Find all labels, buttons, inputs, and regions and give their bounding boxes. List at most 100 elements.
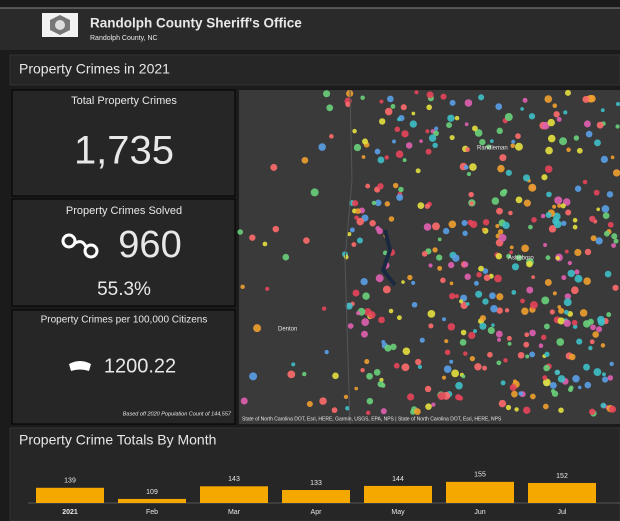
map-dot bbox=[511, 390, 518, 398]
map-dot bbox=[549, 309, 555, 315]
map-dot bbox=[596, 121, 604, 129]
map-dot bbox=[407, 393, 415, 401]
map-dot bbox=[464, 122, 469, 127]
map-dot bbox=[394, 126, 401, 133]
map-dot bbox=[538, 343, 544, 348]
map-dot bbox=[604, 270, 612, 278]
map-dot bbox=[476, 271, 482, 278]
map-dot bbox=[253, 324, 262, 333]
map-dot bbox=[606, 312, 612, 318]
map-dot bbox=[607, 221, 614, 228]
map-dot bbox=[505, 169, 512, 176]
map-dot bbox=[474, 363, 482, 371]
map-dot bbox=[384, 107, 393, 116]
map-dot bbox=[425, 148, 432, 155]
map-dot bbox=[557, 375, 566, 383]
map-dot bbox=[556, 338, 565, 346]
map-dot bbox=[613, 238, 619, 244]
map-dot bbox=[282, 253, 290, 261]
map-dot bbox=[473, 280, 479, 286]
map-dot bbox=[529, 329, 536, 337]
map-dot bbox=[490, 304, 498, 313]
map-dot bbox=[361, 330, 368, 338]
map-dot bbox=[616, 102, 620, 107]
map-dot bbox=[487, 351, 493, 358]
map-dot bbox=[448, 261, 455, 269]
map-dot bbox=[561, 220, 567, 226]
map-dot bbox=[433, 130, 439, 137]
map-dot bbox=[462, 261, 469, 268]
value-label: 143 bbox=[228, 476, 240, 483]
map-dot bbox=[442, 317, 447, 322]
map-dot bbox=[464, 273, 471, 280]
map-dot bbox=[574, 269, 580, 275]
tile bbox=[11, 309, 236, 425]
map-dot bbox=[497, 337, 502, 342]
map-dot bbox=[518, 391, 524, 396]
map-dot bbox=[455, 381, 463, 390]
map-dot bbox=[388, 216, 395, 222]
x-tick-label: 2021 bbox=[62, 509, 78, 516]
map-dots bbox=[237, 89, 620, 417]
map-dot bbox=[564, 293, 572, 300]
map-dot bbox=[482, 298, 489, 305]
map-dot bbox=[496, 307, 503, 314]
map-dot bbox=[515, 196, 523, 204]
map-dot bbox=[554, 369, 561, 376]
map-dot bbox=[287, 370, 296, 379]
map-dot bbox=[382, 250, 388, 256]
map-dot bbox=[511, 263, 520, 271]
county-line bbox=[344, 89, 353, 425]
value-label: 109 bbox=[146, 489, 158, 496]
bar bbox=[446, 481, 514, 503]
map-dot bbox=[392, 182, 399, 189]
map-dot bbox=[522, 97, 528, 103]
map-dot bbox=[541, 174, 548, 181]
map-dot bbox=[559, 137, 568, 146]
map-dot bbox=[610, 155, 615, 160]
map-dot bbox=[596, 207, 601, 212]
map-dot bbox=[262, 241, 268, 247]
map-dot bbox=[379, 118, 386, 125]
map-dot bbox=[502, 221, 510, 230]
map-dot bbox=[600, 343, 606, 348]
map-dot bbox=[413, 408, 421, 415]
map-dot bbox=[541, 334, 547, 341]
map-dot bbox=[594, 139, 601, 147]
map-dot bbox=[497, 164, 505, 173]
map-dot bbox=[530, 301, 538, 309]
map-dot bbox=[582, 179, 588, 185]
map-dot bbox=[458, 299, 464, 304]
map-dot bbox=[528, 183, 537, 192]
map-dot bbox=[542, 403, 549, 410]
map-dot bbox=[469, 355, 476, 362]
map-dot bbox=[428, 263, 433, 268]
map-dot bbox=[352, 289, 360, 297]
map-dot bbox=[447, 114, 455, 122]
tile-title: Property Crimes Solved bbox=[66, 205, 182, 217]
map-dot bbox=[514, 407, 519, 412]
map-dot bbox=[602, 376, 609, 383]
map-dot bbox=[354, 215, 359, 220]
map-dot bbox=[318, 143, 326, 151]
map-dot bbox=[459, 338, 467, 346]
map-dot bbox=[524, 332, 530, 338]
map-dot bbox=[449, 292, 456, 300]
map-dot bbox=[548, 225, 557, 233]
map-dot bbox=[424, 203, 430, 209]
tile-value: 1,735 bbox=[74, 129, 174, 173]
map-dot bbox=[528, 224, 533, 230]
map-dot bbox=[441, 375, 447, 380]
map-dot bbox=[454, 294, 459, 299]
map-dot bbox=[585, 130, 593, 138]
map-dot bbox=[465, 147, 471, 152]
map-dot bbox=[579, 309, 588, 317]
map-dot bbox=[496, 127, 503, 135]
map-dot bbox=[411, 111, 416, 116]
map-dot bbox=[590, 235, 597, 242]
map-dot bbox=[301, 156, 309, 164]
map-dot bbox=[545, 146, 553, 155]
map-dot bbox=[237, 229, 244, 235]
map-dot bbox=[463, 164, 469, 170]
